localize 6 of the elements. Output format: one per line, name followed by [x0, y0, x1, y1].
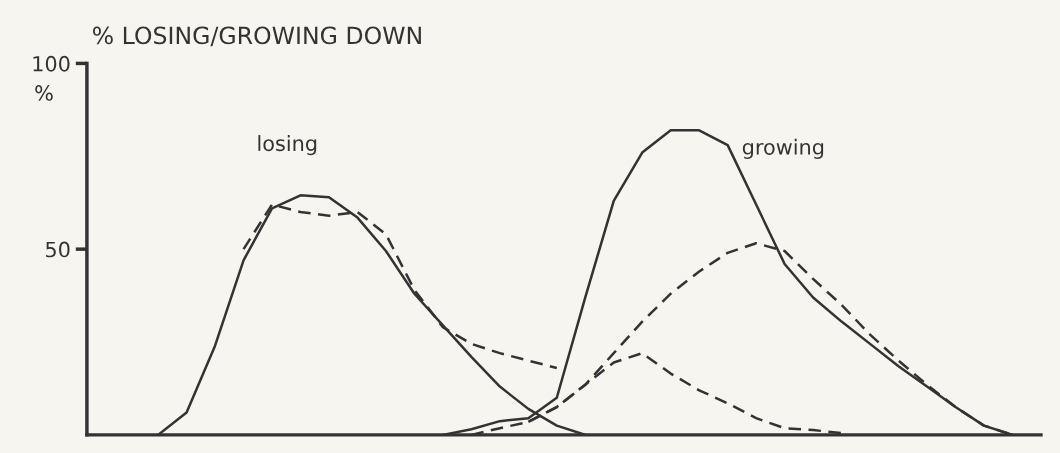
- annotation: losing: [258, 135, 317, 156]
- annotation: growing: [742, 138, 824, 159]
- y-tick-label: 50: [46, 241, 70, 258]
- y-tick-label: 100: [33, 55, 70, 72]
- chart-title: % LOSING/GROWING DOWN: [92, 26, 421, 47]
- y-axis-title: %: [35, 85, 53, 101]
